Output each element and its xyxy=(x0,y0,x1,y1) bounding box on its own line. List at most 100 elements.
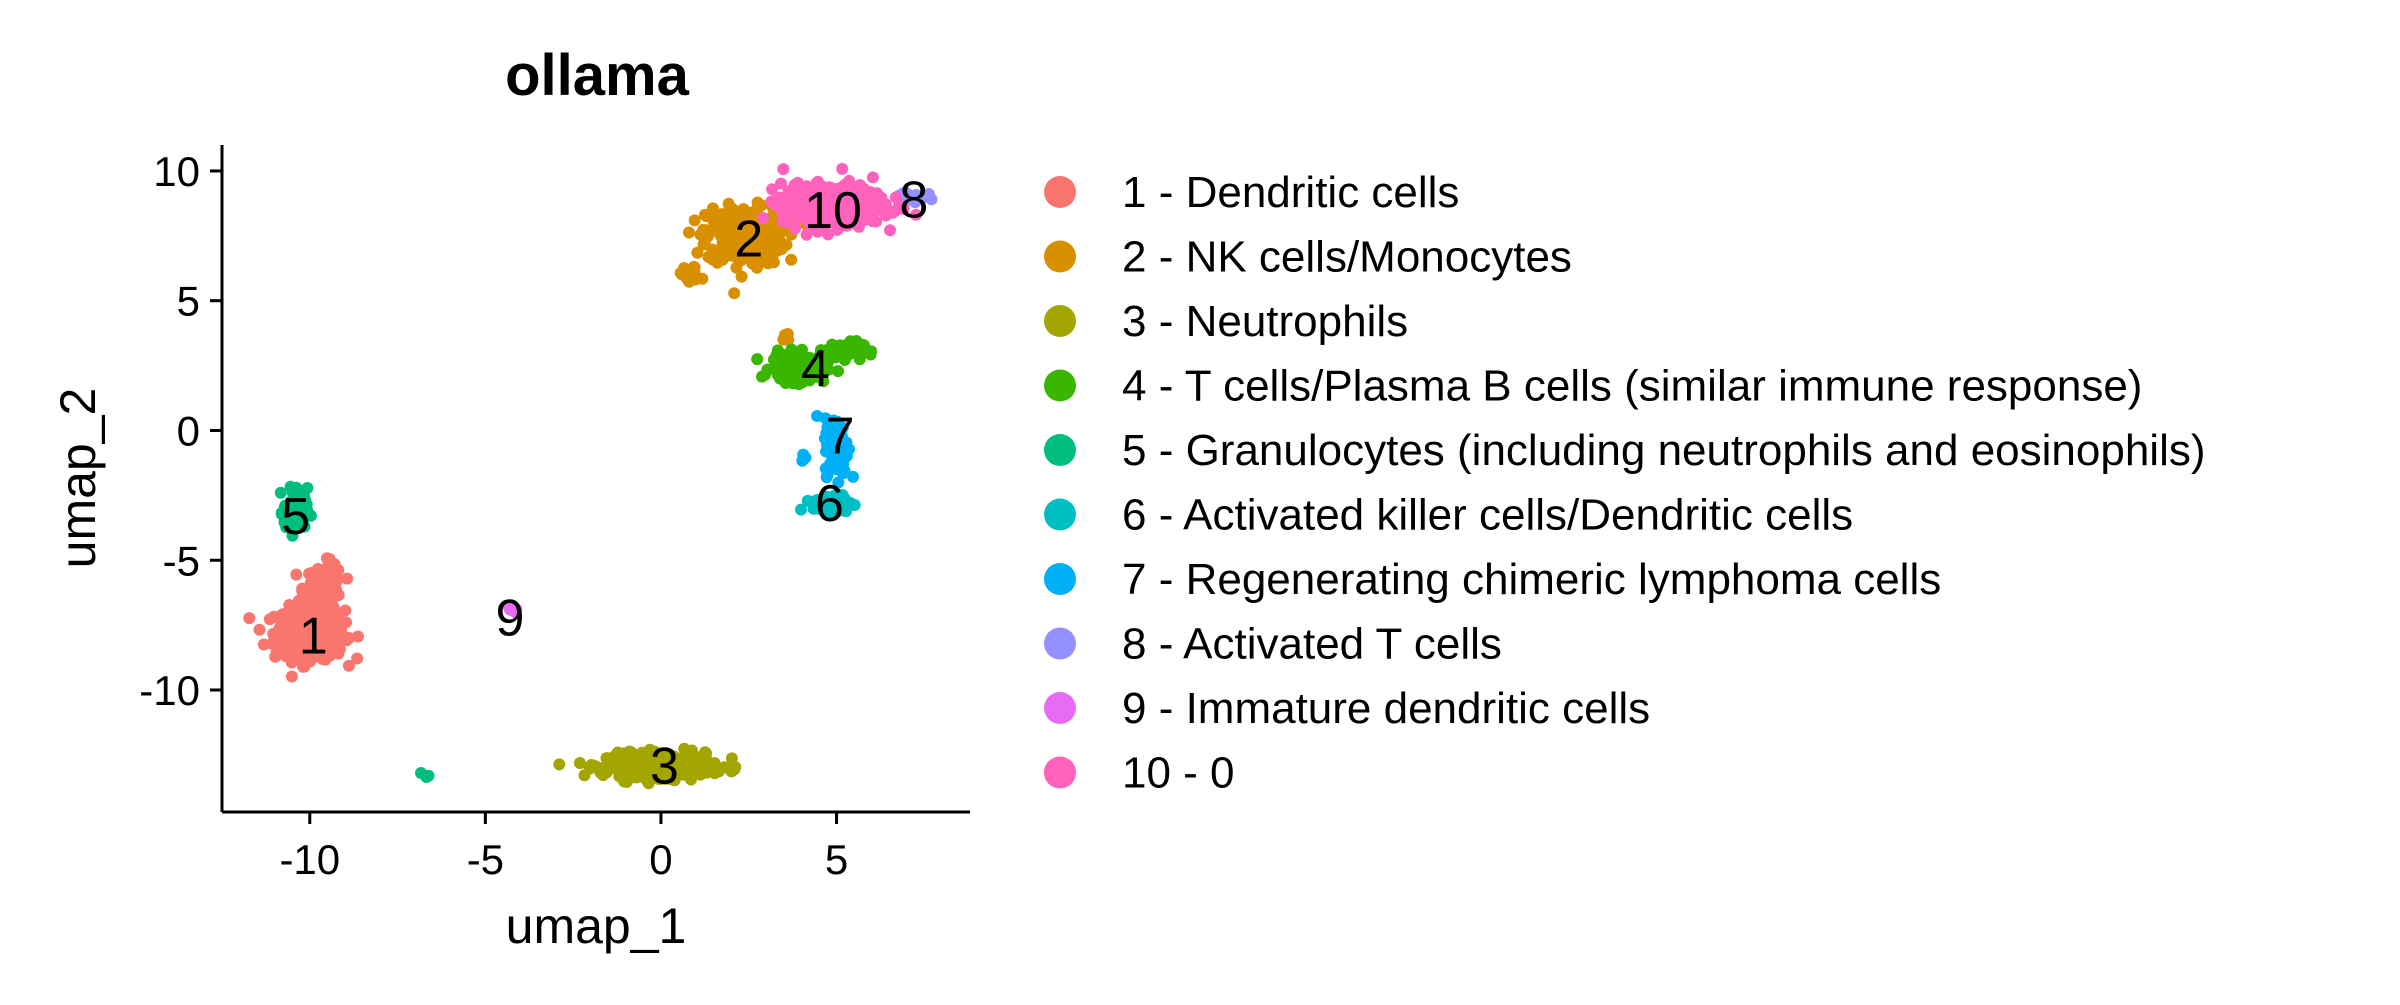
data-point xyxy=(793,372,806,385)
cluster-label-6: 6 xyxy=(815,475,844,533)
data-point xyxy=(257,638,270,651)
data-point xyxy=(695,227,708,240)
cluster-label-2: 2 xyxy=(734,210,763,268)
data-point xyxy=(831,348,844,361)
x-tick-label: -10 xyxy=(279,836,340,883)
data-point xyxy=(726,202,739,215)
data-point xyxy=(267,627,280,640)
series-4-points xyxy=(751,335,878,391)
y-ticks: -10 -5 0 5 10 xyxy=(139,148,222,714)
legend-item-6: 6 - Activated killer cells/Dendritic cel… xyxy=(1044,491,1853,540)
legend-label: 1 - Dendritic cells xyxy=(1122,168,1459,217)
series-2-points xyxy=(674,196,813,346)
data-point xyxy=(826,338,839,351)
data-point xyxy=(732,231,745,244)
data-point xyxy=(319,648,332,661)
data-point xyxy=(793,197,805,210)
legend-item-2: 2 - NK cells/Monocytes xyxy=(1044,233,1572,282)
data-point xyxy=(757,212,769,224)
data-point xyxy=(831,415,844,428)
legend-label: 2 - NK cells/Monocytes xyxy=(1122,233,1572,282)
data-point xyxy=(683,226,695,239)
data-point xyxy=(553,758,566,771)
data-point xyxy=(796,454,809,467)
y-axis-label: umap_2 xyxy=(50,388,106,569)
data-point xyxy=(269,650,282,663)
data-point xyxy=(647,754,659,767)
data-point xyxy=(809,363,822,376)
legend-label: 7 - Regenerating chimeric lymphoma cells xyxy=(1122,555,1941,604)
data-point xyxy=(910,208,922,221)
data-point xyxy=(777,163,790,176)
data-point xyxy=(730,261,743,274)
legend-label: 9 - Immature dendritic cells xyxy=(1122,684,1650,733)
legend-swatch xyxy=(1044,176,1076,208)
data-point xyxy=(305,567,318,579)
data-point xyxy=(351,652,364,665)
series-7-points xyxy=(796,410,859,489)
data-point xyxy=(702,250,715,263)
data-point xyxy=(323,553,336,565)
data-point xyxy=(816,180,829,193)
data-point xyxy=(808,209,821,222)
data-point xyxy=(775,177,787,190)
y-tick-label: 0 xyxy=(177,407,200,454)
x-tick-label: -5 xyxy=(467,836,504,883)
data-point xyxy=(847,470,859,483)
data-point xyxy=(843,174,856,187)
data-point xyxy=(700,753,713,766)
series-6-points xyxy=(795,488,861,520)
data-point xyxy=(866,215,879,228)
chart-title: ollama xyxy=(505,43,689,108)
legend-swatch xyxy=(1044,434,1076,466)
data-point xyxy=(316,592,329,605)
data-point xyxy=(352,630,364,643)
x-axis-label: umap_1 xyxy=(506,898,687,954)
data-point xyxy=(820,194,833,207)
y-tick-label: 10 xyxy=(153,148,200,195)
cluster-label-8: 8 xyxy=(899,172,928,230)
data-point xyxy=(817,375,830,388)
series-9-points xyxy=(502,600,523,618)
data-point xyxy=(297,660,310,673)
data-point xyxy=(851,344,863,357)
data-point xyxy=(756,370,768,383)
data-point xyxy=(864,348,877,361)
data-point xyxy=(845,208,858,221)
series-5-points xyxy=(274,480,435,783)
legend-item-10: 10 - 0 xyxy=(1044,749,1235,798)
data-point xyxy=(758,232,771,245)
data-point xyxy=(857,188,870,200)
data-point xyxy=(735,204,748,217)
legend-label: 5 - Granulocytes (including neutrophils … xyxy=(1122,426,2206,475)
data-point xyxy=(573,757,586,769)
data-point xyxy=(633,754,646,767)
data-point xyxy=(779,196,792,208)
data-point xyxy=(728,287,741,300)
data-point xyxy=(915,191,928,204)
data-point xyxy=(795,503,807,516)
legend-item-3: 3 - Neutrophils xyxy=(1044,297,1408,346)
legend-item-7: 7 - Regenerating chimeric lymphoma cells xyxy=(1044,555,1941,604)
data-point xyxy=(832,365,844,378)
data-point xyxy=(643,743,656,756)
legend-swatch xyxy=(1044,563,1076,595)
data-point xyxy=(673,760,686,773)
data-point xyxy=(342,659,355,672)
legend-item-4: 4 - T cells/Plasma B cells (similar immu… xyxy=(1044,362,2142,411)
legend-item-8: 8 - Activated T cells xyxy=(1044,620,1502,669)
data-point xyxy=(766,210,779,223)
data-point xyxy=(691,246,704,259)
data-point xyxy=(836,206,848,219)
data-point xyxy=(817,498,830,511)
data-point xyxy=(290,568,303,581)
x-tick-label: 0 xyxy=(649,836,672,883)
data-point xyxy=(848,190,860,203)
data-point xyxy=(735,270,748,283)
data-point xyxy=(784,351,797,364)
legend-label: 10 - 0 xyxy=(1122,749,1235,798)
legend-swatch xyxy=(1044,756,1076,789)
data-point xyxy=(736,214,749,227)
data-point xyxy=(718,761,731,774)
